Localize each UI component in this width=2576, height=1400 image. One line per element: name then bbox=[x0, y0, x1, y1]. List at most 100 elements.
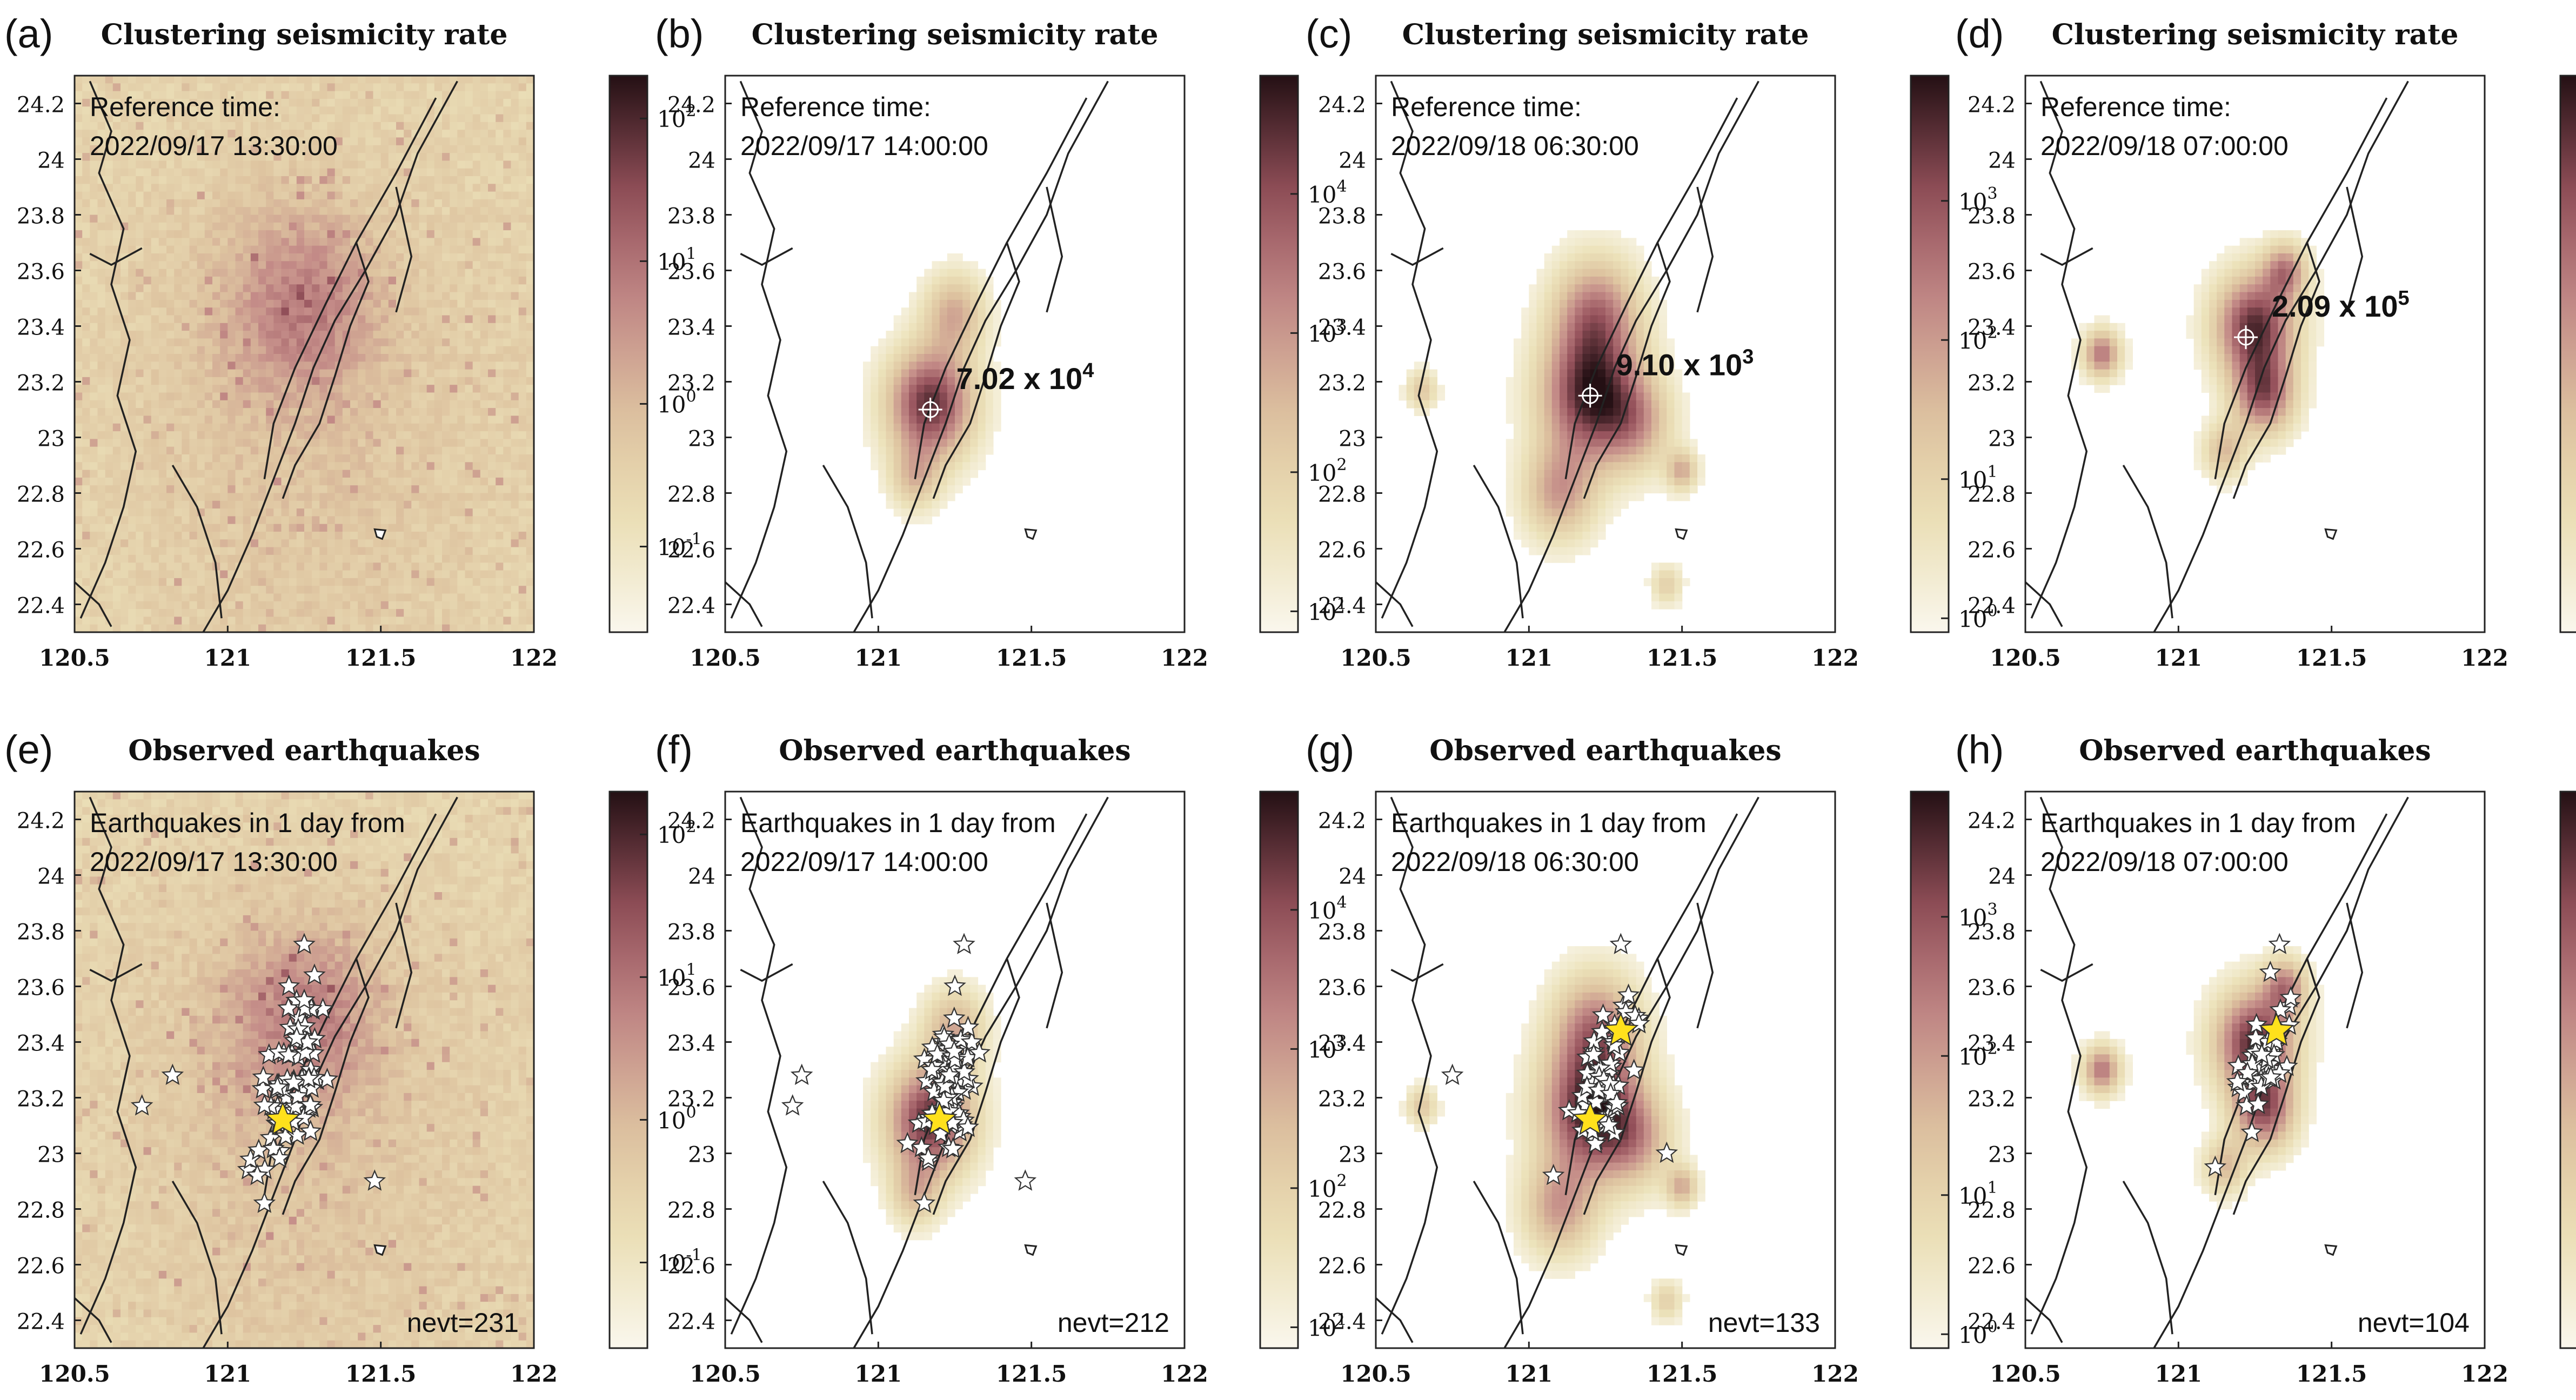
heat-cell bbox=[380, 207, 389, 216]
heat-cell bbox=[457, 369, 466, 378]
heat-cell bbox=[426, 516, 435, 525]
heat-cell bbox=[266, 184, 274, 192]
heat-cell bbox=[396, 315, 404, 324]
heat-cell bbox=[174, 570, 182, 579]
heat-cell bbox=[327, 532, 336, 540]
heat-cell bbox=[166, 508, 175, 517]
heat-cell bbox=[503, 299, 512, 308]
heat-cell bbox=[151, 315, 159, 324]
heat-cell bbox=[472, 184, 481, 192]
heat-cell bbox=[480, 354, 489, 362]
heat-cell bbox=[373, 122, 382, 130]
heat-cell bbox=[503, 145, 512, 153]
heat-cell bbox=[388, 392, 397, 401]
heat-cell bbox=[434, 168, 443, 177]
heat-cell bbox=[189, 176, 198, 184]
heat-cell bbox=[296, 315, 305, 324]
heat-cell bbox=[472, 338, 481, 347]
heat-cell bbox=[1521, 338, 1529, 347]
heat-cell bbox=[235, 439, 244, 447]
heat-cell bbox=[273, 191, 282, 200]
heat-cell bbox=[457, 500, 466, 509]
heat-cell bbox=[235, 269, 244, 277]
heat-cell bbox=[419, 470, 427, 478]
heat-cell bbox=[312, 106, 320, 115]
heat-cell bbox=[289, 554, 297, 563]
heat-cell bbox=[220, 547, 228, 555]
heat-cell bbox=[75, 624, 83, 632]
heat-cell bbox=[924, 292, 933, 300]
heat-cell bbox=[75, 245, 83, 254]
heat-cell bbox=[75, 130, 83, 138]
heat-cell bbox=[296, 215, 305, 223]
peak-value-label: 7.02 x 104 bbox=[956, 359, 1094, 396]
heat-cell bbox=[947, 462, 955, 471]
heat-cell bbox=[143, 238, 152, 246]
heat-cell bbox=[296, 439, 305, 447]
heat-cell bbox=[373, 470, 382, 478]
heat-cell bbox=[166, 369, 175, 378]
heat-cell bbox=[220, 160, 228, 169]
heat-cell bbox=[158, 122, 167, 130]
heat-cell bbox=[189, 609, 198, 617]
heat-cell bbox=[296, 369, 305, 378]
heat-cell bbox=[511, 539, 519, 548]
heat-cell bbox=[304, 408, 312, 416]
heat-cell bbox=[182, 207, 190, 216]
heat-cell bbox=[373, 284, 382, 293]
heat-cell bbox=[901, 493, 909, 501]
heat-cell bbox=[319, 454, 328, 463]
heat-cell bbox=[112, 76, 121, 84]
heat-cell bbox=[75, 83, 83, 92]
heat-cell bbox=[511, 292, 519, 300]
heat-cell bbox=[151, 191, 159, 200]
heat-cell bbox=[457, 346, 466, 354]
heat-cell bbox=[472, 508, 481, 517]
fault-line bbox=[740, 247, 793, 266]
heat-cell bbox=[411, 554, 420, 563]
heat-cell bbox=[1514, 446, 1522, 455]
heat-cell bbox=[151, 137, 159, 146]
heat-cell bbox=[947, 269, 955, 277]
heat-cell bbox=[396, 392, 404, 401]
heat-cell bbox=[503, 238, 512, 246]
heat-cell bbox=[112, 377, 121, 385]
heat-cell bbox=[457, 454, 466, 463]
heat-cell bbox=[250, 385, 259, 393]
heat-cell bbox=[312, 369, 320, 378]
heat-cell bbox=[1514, 532, 1522, 540]
fault-line bbox=[932, 242, 1020, 499]
heat-cell bbox=[182, 338, 190, 347]
heat-cell bbox=[220, 238, 228, 246]
heat-cell bbox=[327, 617, 336, 625]
heat-cell bbox=[442, 346, 450, 354]
heat-cell bbox=[373, 570, 382, 579]
heat-cell bbox=[472, 578, 481, 586]
heat-cell bbox=[296, 284, 305, 293]
heat-cell bbox=[182, 547, 190, 555]
heat-cell bbox=[488, 299, 496, 308]
heat-cell bbox=[105, 524, 113, 532]
heat-cell bbox=[121, 269, 129, 277]
heat-cell bbox=[518, 554, 527, 563]
heat-cell bbox=[158, 230, 167, 238]
heat-cell bbox=[396, 485, 404, 494]
heat-cell bbox=[373, 431, 382, 439]
heat-cell bbox=[342, 114, 351, 123]
heat-cell bbox=[258, 392, 266, 401]
heat-cell bbox=[97, 130, 106, 138]
heat-cell bbox=[916, 323, 925, 331]
heat-cell bbox=[947, 331, 955, 339]
heat-cell bbox=[518, 184, 527, 192]
heat-cell bbox=[916, 292, 925, 300]
heat-cell bbox=[334, 238, 343, 246]
heat-cell bbox=[128, 408, 136, 416]
heat-cell bbox=[312, 554, 320, 563]
heat-cell bbox=[426, 532, 435, 540]
heat-cell bbox=[442, 547, 450, 555]
heat-cell bbox=[90, 153, 98, 161]
heat-cell bbox=[334, 114, 343, 123]
heat-cell bbox=[465, 400, 473, 408]
heat-cell bbox=[136, 307, 144, 316]
heat-cell bbox=[105, 153, 113, 161]
